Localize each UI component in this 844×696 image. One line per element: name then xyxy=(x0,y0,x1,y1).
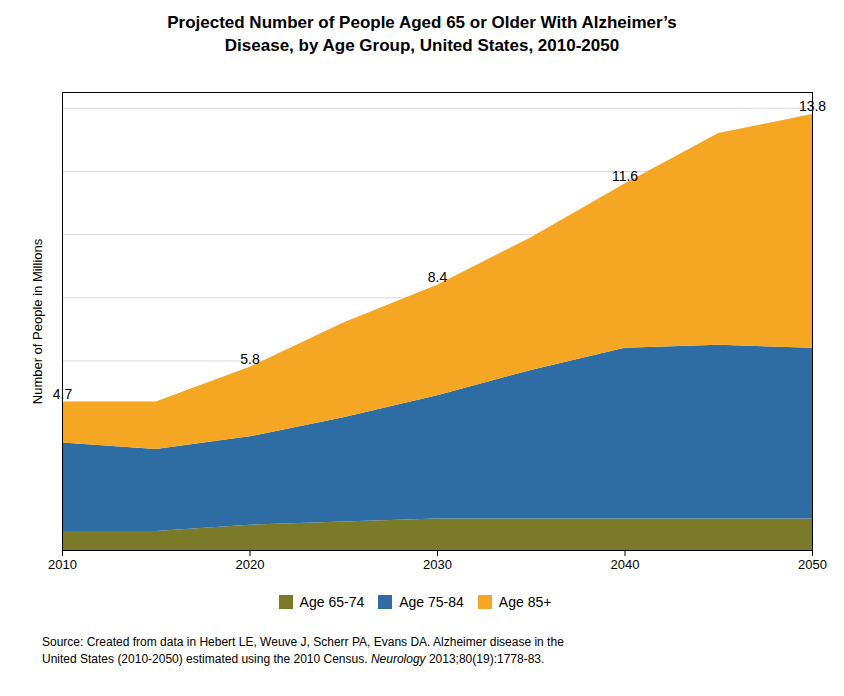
svg-text:4.7: 4.7 xyxy=(53,385,73,401)
svg-text:2050: 2050 xyxy=(798,557,827,572)
svg-text:2010: 2010 xyxy=(48,557,77,572)
svg-text:8.4: 8.4 xyxy=(428,269,448,285)
svg-text:5.8: 5.8 xyxy=(240,351,260,367)
html-text:Source: Created from data in H: Source: Created from data in Hebert LE, … xyxy=(42,634,564,649)
svg-text:2030: 2030 xyxy=(423,557,452,572)
svg-text:13.8: 13.8 xyxy=(799,98,826,114)
html-text:Age 85+: Age 85+ xyxy=(498,594,552,611)
svg-text:2040: 2040 xyxy=(611,557,640,572)
html-text:Age 65-74: Age 65-74 xyxy=(299,594,365,611)
svg-text:2020: 2020 xyxy=(236,557,265,572)
html-text:Age 75-84: Age 75-84 xyxy=(399,594,464,611)
svg-text:11.6: 11.6 xyxy=(612,167,638,183)
html-text:United States (2010-2050) esti: United States (2010-2050) estimated usin… xyxy=(42,652,545,667)
svg-text:Number of People in Millions: Number of People in Millions xyxy=(30,238,45,404)
html-text:Projected Number of People Age: Projected Number of People Aged 65 or Ol… xyxy=(167,13,677,55)
